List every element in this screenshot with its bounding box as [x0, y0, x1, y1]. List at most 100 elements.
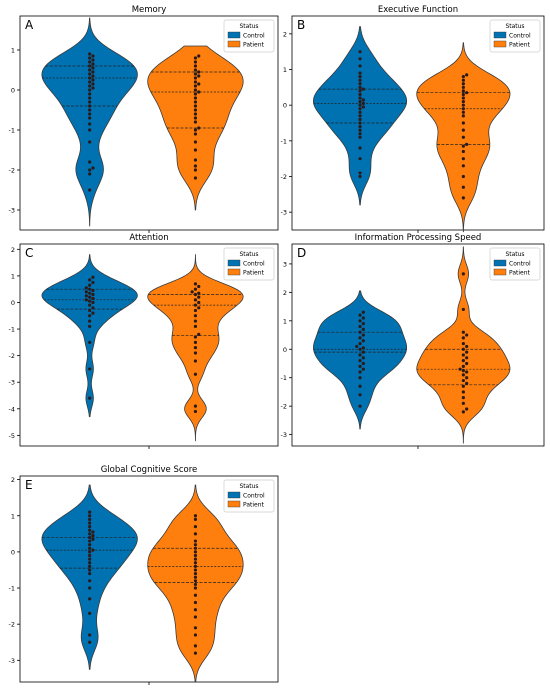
- data-point: [193, 176, 198, 180]
- data-point: [91, 300, 95, 305]
- data-point: [193, 76, 198, 80]
- data-point: [193, 84, 198, 88]
- data-point: [361, 327, 365, 331]
- panel-e: Global Cognitive Score E 2 1 0 -1 -2 -3 Status Co…: [9, 465, 279, 685]
- data-point: [91, 306, 95, 310]
- data-point: [88, 543, 92, 547]
- data-point: [461, 114, 465, 118]
- data-point: [193, 308, 198, 313]
- data-point: [358, 146, 362, 150]
- y-tick-label: 0: [283, 102, 287, 110]
- y-tick-label: 0: [11, 299, 15, 307]
- data-point: [193, 575, 198, 579]
- data-point: [461, 396, 465, 400]
- data-point: [88, 597, 92, 601]
- data-point: [461, 107, 465, 111]
- data-point: [461, 157, 465, 161]
- data-point: [91, 311, 95, 315]
- legend-label-patient: Patient: [243, 502, 265, 509]
- data-point: [465, 344, 469, 349]
- data-point: [461, 82, 465, 86]
- data-point: [358, 121, 362, 125]
- data-point: [88, 112, 92, 116]
- data-point: [461, 353, 465, 357]
- y-tick-label: 0: [11, 87, 15, 95]
- data-point: [88, 568, 92, 572]
- panel-b: Executive Function B 2 1 0 -1 -2 -3 Status Contro…: [281, 5, 545, 233]
- data-point: [197, 284, 201, 289]
- data-point: [461, 196, 465, 200]
- data-point: [461, 373, 465, 377]
- y-tick-label: 3: [283, 260, 287, 268]
- data-point: [88, 539, 92, 543]
- data-point: [193, 104, 198, 108]
- y-tick-label: 1: [11, 512, 15, 520]
- y-tick-label: -2: [281, 173, 287, 181]
- data-point: [91, 70, 95, 74]
- data-point: [88, 521, 92, 525]
- data-point: [465, 361, 469, 366]
- data-point: [358, 364, 362, 368]
- data-point: [361, 98, 365, 102]
- y-tick-label: 1: [11, 47, 15, 55]
- data-point: [91, 288, 95, 293]
- legend-swatch-control: [227, 31, 241, 39]
- data-point: [91, 275, 95, 279]
- data-point: [193, 132, 198, 136]
- legend-label-patient: Patient: [509, 270, 531, 277]
- data-point: [465, 91, 469, 95]
- data-point: [88, 84, 92, 88]
- data-point: [461, 89, 465, 93]
- y-tick-label: 0: [11, 548, 15, 556]
- data-point: [88, 116, 92, 120]
- data-point: [461, 272, 465, 276]
- data-point: [88, 571, 92, 576]
- data-point: [358, 174, 362, 179]
- panel-a: Memory A 1 0 -1 -2 -3 Status Control Patient: [9, 5, 279, 233]
- legend-swatch-patient: [227, 268, 241, 276]
- data-point: [193, 539, 198, 543]
- data-point: [88, 514, 92, 518]
- data-point: [88, 586, 92, 590]
- data-point: [197, 126, 201, 130]
- data-point: [461, 103, 465, 107]
- data-point: [88, 396, 92, 400]
- data-point: [358, 341, 362, 346]
- data-point: [88, 524, 92, 529]
- data-point: [361, 316, 365, 320]
- data-point: [361, 350, 365, 354]
- data-point: [461, 100, 465, 104]
- data-point: [461, 410, 465, 414]
- data-point: [461, 85, 465, 89]
- data-point: [461, 401, 465, 405]
- data-point: [193, 626, 198, 630]
- data-point: [193, 292, 198, 297]
- data-point: [193, 108, 198, 112]
- data-point: [193, 68, 198, 72]
- legend: Status Control Patient: [223, 19, 275, 53]
- data-point: [358, 384, 362, 388]
- panel-label: C: [25, 246, 33, 260]
- data-point: [358, 75, 362, 79]
- legend-swatch-patient: [227, 40, 241, 48]
- data-point: [193, 335, 198, 339]
- data-point: [193, 600, 198, 605]
- data-point: [88, 122, 92, 126]
- data-point: [193, 112, 198, 116]
- data-point: [358, 57, 362, 61]
- data-point: [88, 287, 92, 291]
- y-tick-label: -3: [9, 207, 15, 215]
- y-tick-label: -2: [9, 167, 15, 175]
- data-point: [88, 104, 92, 108]
- data-point: [88, 367, 92, 371]
- data-point: [358, 157, 362, 161]
- data-point: [358, 103, 362, 107]
- data-point: [465, 73, 469, 77]
- y-tick-label: 2: [11, 246, 15, 254]
- data-point: [465, 376, 469, 380]
- data-point: [461, 149, 465, 154]
- panel-c: Attention C 2 1 0 -1 -2 -3 -4 -5 Status Control Pati…: [9, 233, 279, 449]
- data-point: [193, 96, 198, 100]
- data-point: [91, 534, 95, 538]
